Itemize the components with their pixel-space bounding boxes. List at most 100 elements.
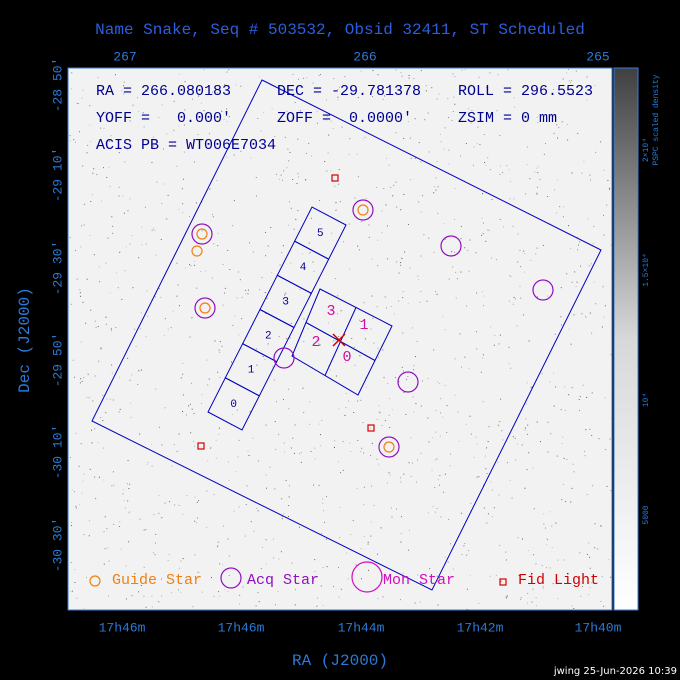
speck: [161, 104, 163, 106]
left-tick-label: -30 10': [50, 425, 65, 480]
speck: [553, 372, 555, 374]
speck: [173, 444, 175, 446]
speck: [493, 344, 495, 346]
speck: [279, 178, 281, 180]
speck: [122, 489, 124, 491]
speck: [126, 483, 128, 485]
speck: [525, 193, 527, 195]
speck: [567, 69, 569, 71]
speck: [460, 238, 462, 240]
speck: [224, 287, 226, 289]
speck: [182, 513, 184, 515]
speck: [69, 134, 71, 136]
speck: [326, 538, 328, 540]
speck: [530, 574, 532, 576]
speck: [340, 588, 342, 590]
speck: [114, 74, 116, 76]
speck: [351, 338, 353, 340]
speck: [259, 76, 261, 78]
speck: [390, 305, 392, 307]
speck: [110, 329, 112, 331]
speck: [437, 479, 439, 481]
speck: [292, 437, 294, 439]
speck: [200, 102, 202, 104]
speck: [248, 455, 250, 457]
speck: [514, 437, 516, 439]
speck: [265, 424, 267, 426]
speck: [509, 479, 511, 481]
speck: [75, 432, 77, 434]
speck: [158, 601, 160, 603]
speck: [103, 531, 105, 533]
fid-light: [197, 442, 205, 450]
speck: [376, 186, 378, 188]
speck: [359, 319, 361, 321]
speck: [379, 112, 381, 114]
speck: [164, 502, 166, 504]
speck: [385, 204, 387, 206]
left-tick-label: -30 30': [50, 518, 65, 573]
speck: [127, 149, 129, 151]
speck: [451, 120, 453, 122]
speck: [465, 423, 467, 425]
speck: [134, 578, 136, 580]
speck: [556, 212, 558, 214]
speck: [527, 433, 529, 435]
speck: [83, 377, 85, 379]
speck: [89, 124, 91, 126]
speck: [326, 496, 328, 498]
speck: [473, 146, 475, 148]
speck: [288, 485, 290, 487]
speck: [526, 164, 528, 166]
speck: [360, 70, 362, 72]
speck: [457, 411, 459, 413]
speck: [176, 165, 178, 167]
speck: [178, 433, 180, 435]
speck: [428, 151, 430, 153]
speck: [472, 164, 474, 166]
speck: [319, 74, 321, 76]
speck: [376, 306, 378, 308]
speck: [81, 380, 83, 382]
speck: [554, 333, 556, 335]
speck: [371, 295, 373, 297]
speck: [129, 483, 131, 485]
speck: [106, 528, 108, 530]
speck: [367, 541, 369, 543]
speck: [453, 218, 455, 220]
speck: [284, 451, 286, 453]
speck: [586, 396, 588, 398]
speck: [410, 475, 412, 477]
speck: [145, 89, 147, 91]
speck: [451, 251, 453, 253]
speck: [400, 257, 402, 259]
speck: [508, 363, 510, 365]
speck: [83, 607, 85, 609]
speck: [407, 376, 409, 378]
chip-label: 2: [265, 330, 272, 342]
speck: [589, 428, 591, 430]
speck: [349, 442, 351, 444]
speck: [73, 491, 75, 493]
speck: [517, 443, 519, 445]
speck: [89, 140, 91, 142]
speck: [584, 315, 586, 317]
speck: [590, 263, 592, 265]
speck: [438, 484, 440, 486]
speck: [219, 351, 221, 353]
speck: [439, 474, 441, 476]
speck: [273, 379, 275, 381]
left-tick-label: -28 50': [50, 58, 65, 113]
speck: [372, 70, 374, 72]
speck: [555, 522, 557, 524]
speck: [402, 291, 404, 293]
speck: [609, 438, 611, 440]
speck: [164, 407, 166, 409]
speck: [476, 292, 478, 294]
speck: [169, 501, 171, 503]
speck: [466, 554, 468, 556]
speck: [479, 144, 481, 146]
speck: [364, 338, 366, 340]
speck: [356, 153, 358, 155]
